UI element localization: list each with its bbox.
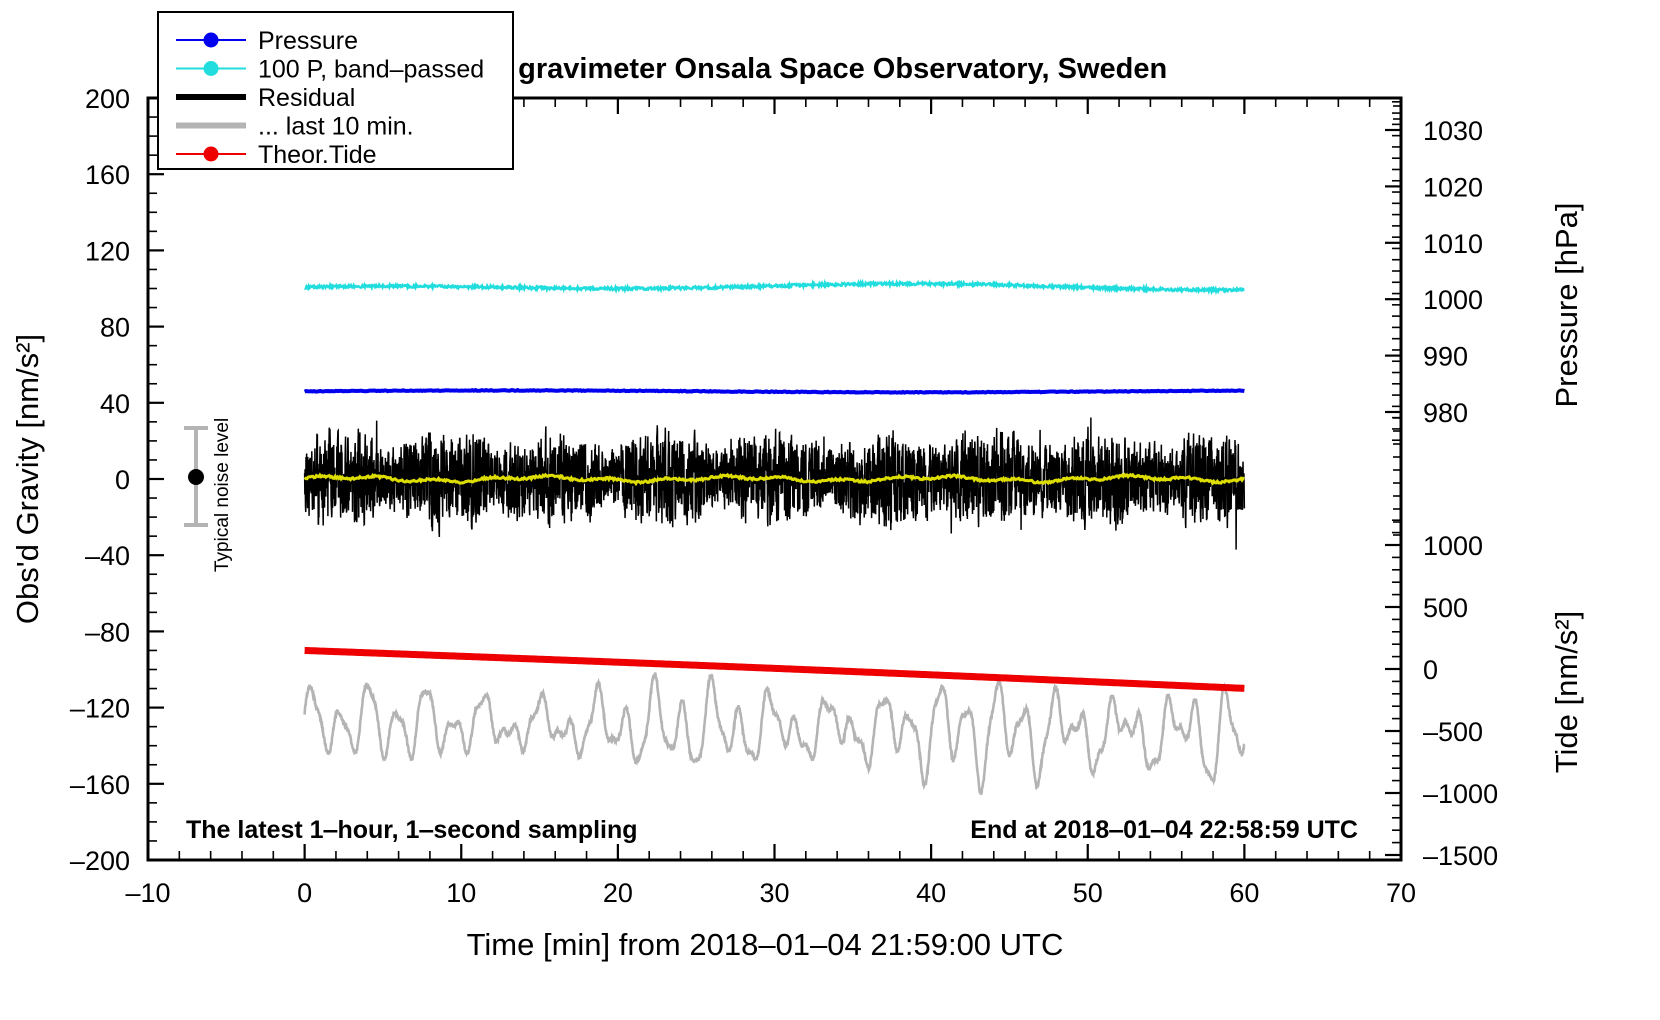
y-axis-ticks: 200 160 120 80 40 0 ‒40 ‒80 ‒120 ‒160 ‒200 [70,84,164,876]
y-tick-label: 40 [100,389,130,419]
right-pressure-tick-label: 1020 [1423,172,1483,202]
right-axis-title-pressure: Pressure [hPa] [1549,202,1584,407]
series-smoothed-residual [303,472,1245,487]
right-pressure-tick-label: 990 [1423,342,1468,372]
typical-noise-level-marker [184,426,208,527]
plot-series-group [303,278,1246,796]
right-tide-tick-label: ‒1000 [1423,779,1498,809]
right-pressure-tick-label: 1030 [1423,116,1483,146]
legend-item: Theor.Tide [176,141,377,169]
legend-item-label: 100 P, band‒passed [258,56,484,84]
y-tick-label: 80 [100,313,130,343]
y-tick-label: ‒200 [70,846,130,876]
right-pressure-tick-label: 980 [1423,398,1468,428]
right-pressure-tick-label: 1000 [1423,285,1483,315]
y-tick-label: 200 [85,84,130,114]
y-tick-label: 0 [115,465,130,495]
legend-item-label: Theor.Tide [258,141,377,169]
right-tide-tick-label: 1000 [1423,531,1483,561]
right-tide-tick-label: 0 [1423,655,1438,685]
legend-item: 100 P, band‒passed [176,56,484,84]
x-tick-label: 70 [1386,878,1416,908]
series-last-10-min [303,672,1246,796]
series-pressure [303,387,1245,395]
y-tick-label: ‒120 [70,694,130,724]
legend-item-label: Pressure [258,27,358,55]
legend-marker-dot [203,32,219,48]
right-axis-ticks: 1030 1020 1010 1000 990 980 1000 500 0 ‒500 ‒1000 ‒… [1385,101,1498,871]
x-tick-label: 10 [446,878,476,908]
x-axis-ticks: ‒10 0 10 20 30 40 50 60 70 [125,98,1416,908]
x-tick-label: 30 [759,878,789,908]
legend-marker-dot [203,146,219,162]
series-band-passed-pressure [304,278,1245,296]
legend-item: Residual [176,84,355,112]
legend-marker-dot [203,61,219,76]
right-tide-tick-label: ‒500 [1423,717,1483,747]
legend-item: ... last 10 min. [176,113,414,141]
legend-item-label: ... last 10 min. [258,113,414,141]
y-tick-label: ‒40 [85,541,130,571]
series-theoretical-tide [304,646,1245,692]
x-tick-label: ‒10 [125,878,170,908]
y-axis-title: Obs'd Gravity [nm/s²] [10,334,45,624]
right-tide-tick-label: ‒1500 [1423,841,1498,871]
y-tick-label: ‒80 [85,617,130,647]
x-axis-title: Time [min] from 2018‒01‒04 21:59:00 UTC [467,927,1064,962]
typical-noise-level-label: Typical noise level [212,418,233,572]
y-tick-label: 120 [85,236,130,266]
series-residual [303,417,1246,550]
x-tick-label: 20 [603,878,633,908]
right-tide-tick-label: 500 [1423,593,1468,623]
right-pressure-tick-label: 1010 [1423,229,1483,259]
legend-item: Pressure [176,27,358,55]
x-tick-label: 0 [297,878,312,908]
y-tick-label: ‒160 [70,770,130,800]
x-tick-label: 50 [1073,878,1103,908]
legend-item-label: Residual [258,84,355,112]
right-axis-title-tide: Tide [nm/s²] [1549,611,1584,774]
y-tick-label: 160 [85,160,130,190]
end-time-note: End at 2018‒01‒04 22:58:59 UTC [970,816,1358,844]
x-tick-label: 40 [916,878,946,908]
sampling-note: The latest 1‒hour, 1‒second sampling [186,816,638,844]
x-tick-label: 60 [1229,878,1259,908]
